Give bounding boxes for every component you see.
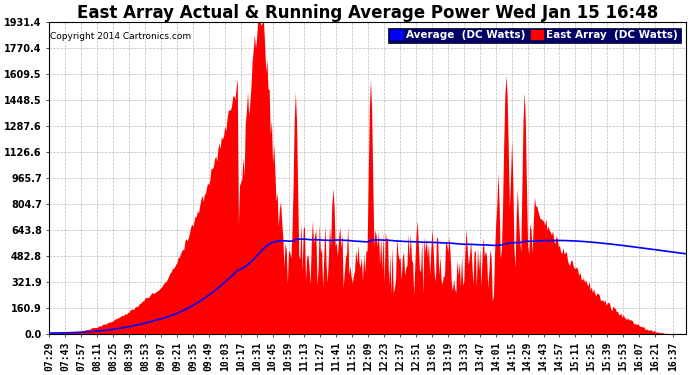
Title: East Array Actual & Running Average Power Wed Jan 15 16:48: East Array Actual & Running Average Powe… [77, 4, 658, 22]
Text: Copyright 2014 Cartronics.com: Copyright 2014 Cartronics.com [50, 32, 191, 40]
Legend: Average  (DC Watts), East Array  (DC Watts): Average (DC Watts), East Array (DC Watts… [388, 27, 680, 43]
